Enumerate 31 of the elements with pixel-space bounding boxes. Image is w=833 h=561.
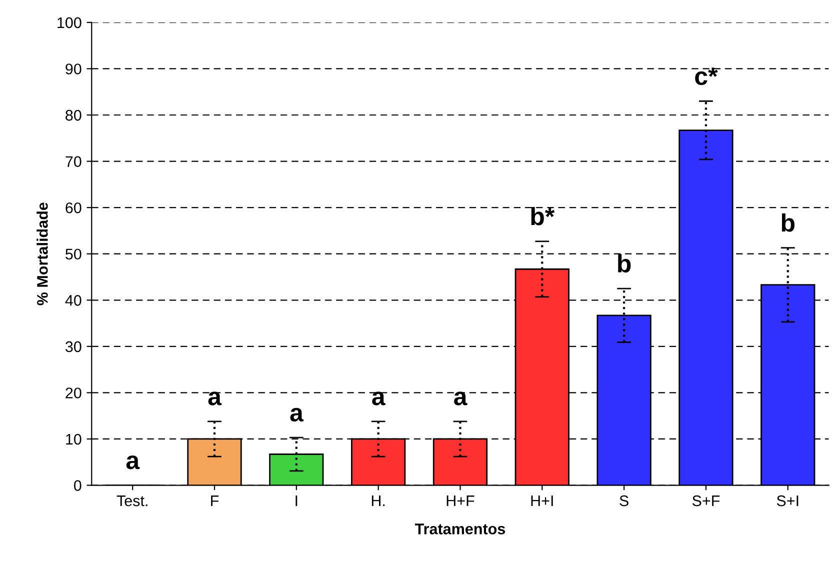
y-tick-label: 0 bbox=[74, 480, 82, 491]
y-tick-label: 60 bbox=[66, 202, 82, 214]
x-tick-label: F bbox=[211, 496, 219, 506]
y-tick-label: 10 bbox=[66, 434, 82, 445]
y-tick-label: 50 bbox=[66, 248, 82, 260]
data-label: a bbox=[454, 392, 468, 406]
data-label: b bbox=[618, 254, 631, 273]
y-tick-label: 70 bbox=[66, 156, 82, 167]
x-tick-label: I bbox=[296, 496, 298, 506]
y-tick-label: 20 bbox=[66, 388, 82, 398]
x-tick-label: S bbox=[620, 495, 628, 506]
y-tick-label: 90 bbox=[66, 64, 82, 74]
data-label: a bbox=[208, 392, 222, 406]
data-label: b bbox=[782, 213, 794, 232]
y-axis-title: % Mortalidade bbox=[36, 202, 48, 306]
data-label: b* bbox=[531, 206, 555, 226]
x-tick-label: H. bbox=[372, 496, 385, 506]
x-tick-label: H+F bbox=[446, 496, 474, 506]
y-tick-label: 80 bbox=[66, 110, 82, 121]
x-tick-label: S+F bbox=[692, 495, 720, 506]
x-tick-label: H+I bbox=[531, 496, 553, 506]
x-tick-label: Test. bbox=[116, 496, 148, 506]
data-label: a bbox=[290, 408, 304, 422]
data-label: c* bbox=[695, 68, 718, 86]
x-tick-label: S+I bbox=[776, 495, 798, 506]
data-label: a bbox=[372, 392, 386, 406]
data-label: a bbox=[126, 456, 140, 470]
x-axis-title: Tratamentos bbox=[414, 524, 506, 534]
y-tick-label: 40 bbox=[65, 295, 82, 306]
y-tick-label: 100 bbox=[58, 17, 82, 28]
y-tick-label: 30 bbox=[66, 341, 82, 352]
